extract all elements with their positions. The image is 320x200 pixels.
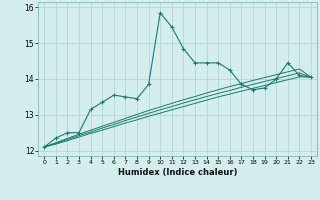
X-axis label: Humidex (Indice chaleur): Humidex (Indice chaleur) — [118, 168, 237, 177]
